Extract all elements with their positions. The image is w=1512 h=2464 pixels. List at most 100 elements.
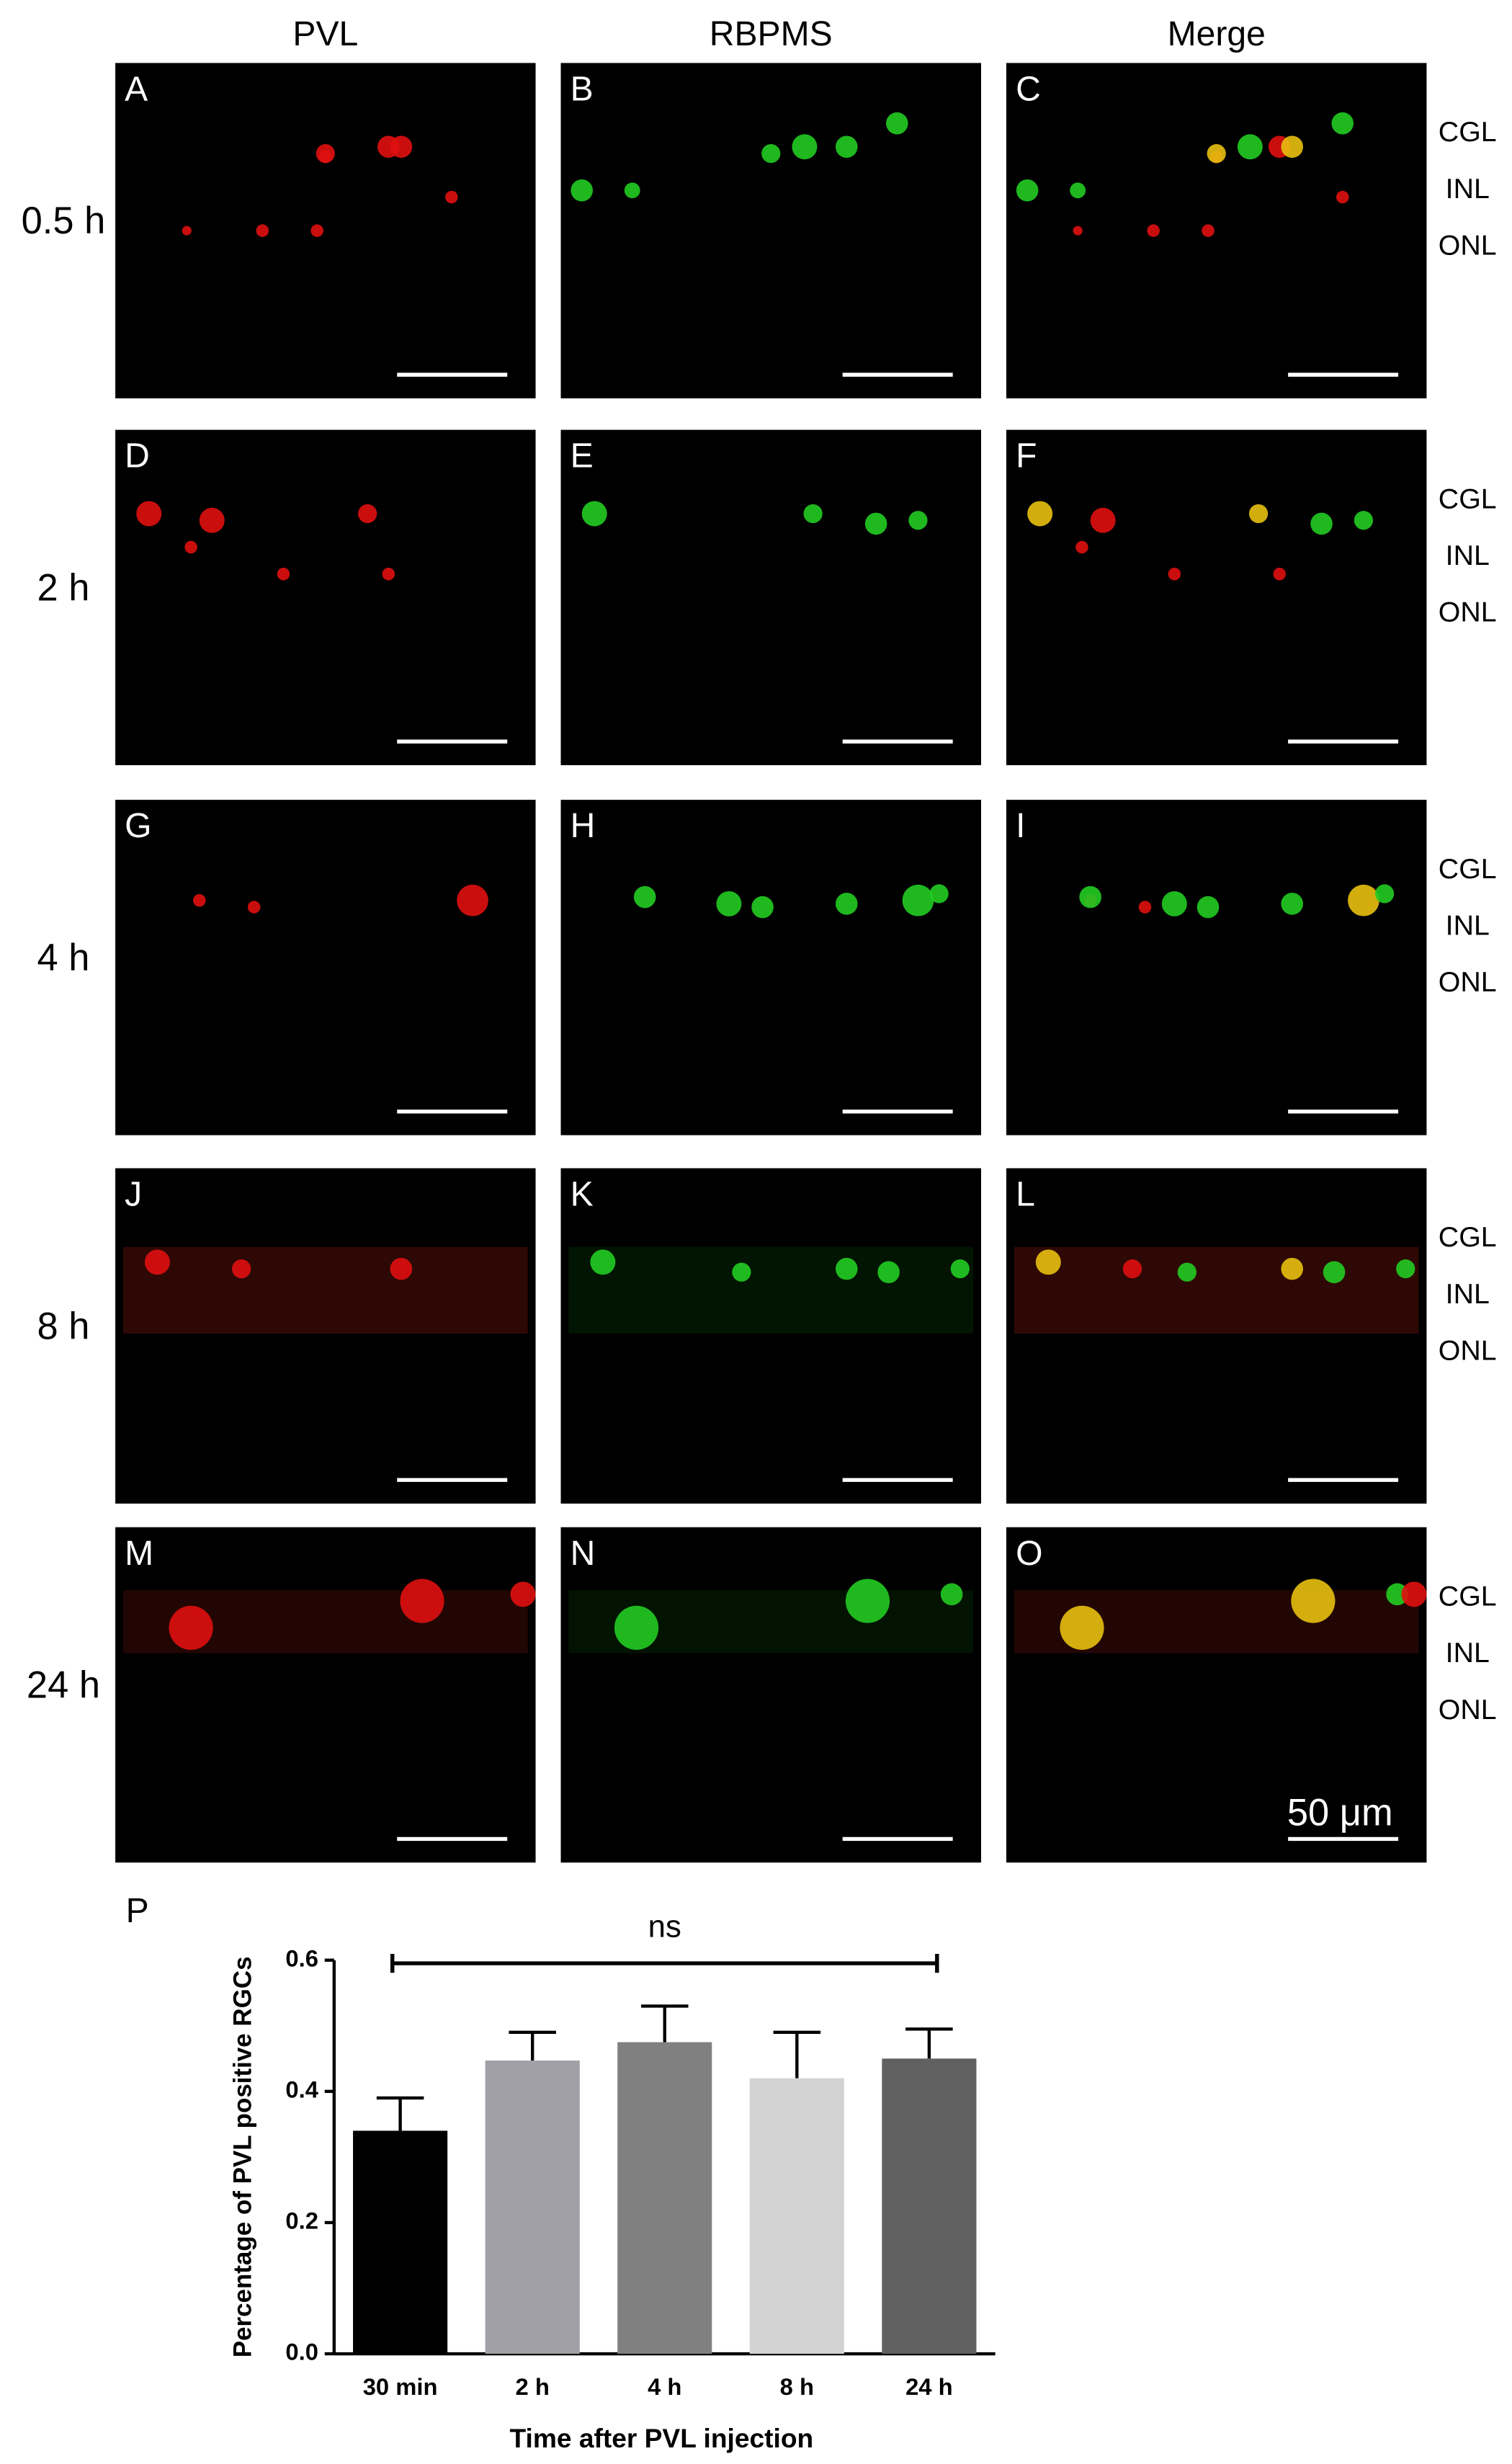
layer-label: INL bbox=[1446, 540, 1490, 571]
row-label: 4 h bbox=[37, 937, 90, 979]
micrograph bbox=[560, 800, 981, 1135]
cell bbox=[1273, 567, 1286, 581]
cell bbox=[792, 134, 818, 160]
layer-label: CGL bbox=[1439, 1580, 1497, 1612]
cell bbox=[1310, 512, 1333, 535]
row-label: 24 h bbox=[27, 1665, 100, 1707]
cell bbox=[310, 224, 323, 237]
cell bbox=[247, 901, 261, 914]
cell bbox=[950, 1259, 970, 1279]
cell bbox=[144, 1249, 170, 1275]
cell bbox=[232, 1259, 251, 1279]
micrograph bbox=[1006, 1527, 1427, 1863]
cell bbox=[633, 885, 656, 909]
annotation: ns bbox=[648, 1909, 681, 1945]
cell bbox=[1207, 143, 1226, 164]
panel-letter: N bbox=[571, 1534, 596, 1573]
micrograph bbox=[560, 1168, 981, 1504]
panel-letter: H bbox=[571, 806, 596, 845]
layer-label: CGL bbox=[1439, 116, 1497, 148]
cell bbox=[590, 1249, 616, 1275]
cell bbox=[1336, 190, 1349, 204]
panel-letter: F bbox=[1016, 437, 1037, 476]
scale-bar-label: 50 μm bbox=[1287, 1793, 1393, 1834]
cell bbox=[751, 896, 774, 919]
layer-label: CGL bbox=[1439, 1221, 1497, 1253]
cell bbox=[1161, 890, 1187, 916]
micrograph bbox=[1006, 800, 1427, 1135]
cell bbox=[1202, 224, 1214, 237]
cell bbox=[184, 540, 197, 554]
cell bbox=[835, 1257, 858, 1280]
cell bbox=[803, 504, 823, 524]
cell bbox=[1090, 507, 1116, 533]
cell bbox=[1354, 511, 1374, 530]
cell bbox=[1374, 884, 1395, 903]
micrograph bbox=[560, 63, 981, 398]
micrograph bbox=[1006, 63, 1427, 398]
cell bbox=[732, 1262, 751, 1282]
bar bbox=[749, 2078, 844, 2354]
layer-label: CGL bbox=[1439, 483, 1497, 514]
panel-letter: E bbox=[571, 437, 594, 476]
y-tick-label: 0.2 bbox=[285, 2208, 318, 2234]
column-header: PVL bbox=[292, 14, 358, 53]
row-label: 8 h bbox=[37, 1305, 90, 1347]
tissue-band bbox=[123, 1246, 528, 1334]
cell bbox=[1168, 567, 1181, 581]
cell bbox=[1060, 1605, 1104, 1650]
cell bbox=[1401, 1581, 1427, 1607]
layer-label: INL bbox=[1446, 910, 1490, 942]
panel-letter: M bbox=[125, 1534, 153, 1573]
cell bbox=[1075, 540, 1088, 554]
cell bbox=[445, 190, 458, 204]
row-label: 2 h bbox=[37, 567, 90, 609]
x-tick-label: 30 min bbox=[363, 2373, 438, 2400]
layer-label: CGL bbox=[1439, 853, 1497, 885]
panel-letter: K bbox=[571, 1175, 594, 1214]
cell bbox=[1073, 226, 1083, 236]
cell bbox=[1196, 896, 1220, 919]
cell bbox=[1070, 182, 1086, 199]
cell bbox=[1248, 504, 1269, 524]
layer-label: INL bbox=[1446, 173, 1490, 205]
panel-letter: L bbox=[1016, 1175, 1035, 1214]
row-label: 0.5 h bbox=[22, 200, 106, 242]
cell bbox=[390, 1257, 413, 1280]
cell bbox=[193, 894, 206, 907]
y-tick-label: 0.6 bbox=[285, 1945, 318, 1971]
cell bbox=[1396, 1259, 1415, 1279]
column-header: Merge bbox=[1168, 14, 1266, 53]
micrograph bbox=[115, 1168, 536, 1504]
cell bbox=[1138, 901, 1152, 914]
layer-label: INL bbox=[1446, 1637, 1490, 1669]
x-tick-label: 8 h bbox=[780, 2373, 814, 2400]
cell bbox=[457, 884, 488, 916]
micrograph bbox=[560, 429, 981, 766]
cell bbox=[1281, 135, 1304, 159]
cell bbox=[845, 1579, 890, 1623]
cell bbox=[1035, 1249, 1061, 1275]
tissue-band bbox=[568, 1246, 974, 1334]
layer-label: ONL bbox=[1439, 1335, 1497, 1367]
cell bbox=[1291, 1579, 1336, 1623]
cell bbox=[1177, 1262, 1196, 1282]
cell bbox=[316, 143, 335, 164]
cell bbox=[510, 1581, 536, 1607]
y-tick-label: 0.4 bbox=[285, 2076, 318, 2102]
cell bbox=[929, 884, 949, 903]
cell bbox=[256, 224, 269, 237]
bar bbox=[617, 2042, 712, 2354]
x-axis-label: Time after PVL injection bbox=[510, 2423, 814, 2453]
cell bbox=[864, 512, 887, 535]
cell bbox=[581, 501, 607, 527]
cell bbox=[1281, 893, 1304, 915]
micrograph bbox=[115, 63, 536, 398]
cell bbox=[1237, 134, 1263, 160]
cell bbox=[716, 890, 742, 916]
panel-letter: B bbox=[571, 69, 594, 108]
cell bbox=[761, 143, 781, 164]
panel-letter: C bbox=[1016, 69, 1041, 108]
layer-label: ONL bbox=[1439, 966, 1497, 998]
